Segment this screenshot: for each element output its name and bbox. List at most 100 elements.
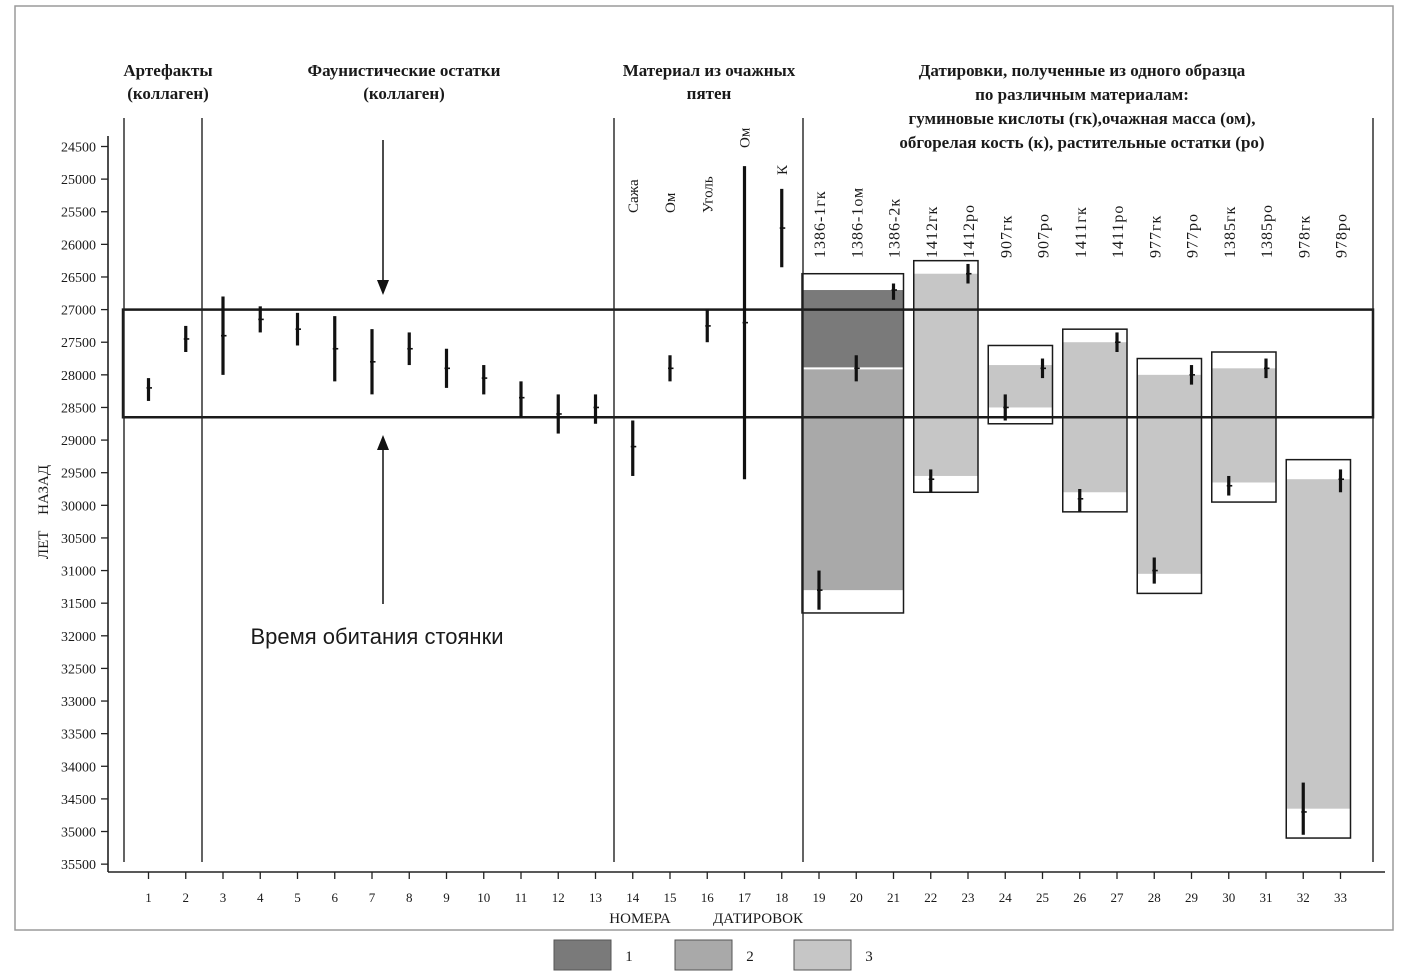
sample-label-29: 977ро bbox=[1185, 213, 1202, 258]
group-box-5 bbox=[1136, 357, 1203, 595]
legend-label-2: 2 bbox=[746, 949, 754, 965]
y-tick-label: 33500 bbox=[61, 728, 96, 743]
sample-label-23: 1412ро bbox=[961, 204, 978, 258]
y-tick-label: 27000 bbox=[61, 304, 96, 319]
y-tick-label: 29000 bbox=[61, 434, 96, 449]
y-tick-label: 30500 bbox=[61, 532, 96, 547]
legend-label-1: 1 bbox=[625, 949, 633, 965]
header-single-line-1: Датировки, полученные из одного образца bbox=[919, 61, 1246, 80]
chart-text: 24500 25000 25500 26000 26500 27000 27500 28000… bbox=[36, 61, 1351, 927]
x-tick-label: 12 bbox=[552, 890, 565, 905]
legend-swatch-1 bbox=[553, 939, 612, 971]
hearth-label-17: Ом bbox=[738, 127, 754, 148]
header-fauna-line-2: (коллаген) bbox=[363, 84, 445, 103]
header-fauna-line-1: Фаунистические остатки bbox=[308, 61, 501, 80]
x-tick-label: 21 bbox=[887, 890, 900, 905]
sample-label-20: 1386-1ом bbox=[849, 187, 866, 258]
x-tick-label: 17 bbox=[738, 890, 752, 905]
y-tick-label: 35000 bbox=[61, 826, 96, 841]
legend: 1 2 3 bbox=[553, 939, 873, 971]
axes bbox=[101, 136, 1385, 879]
sample-label-26: 1411гк bbox=[1073, 206, 1090, 258]
arrow-down-head bbox=[377, 280, 389, 295]
date-marks bbox=[146, 140, 1344, 835]
group-fill-5-1 bbox=[1137, 374, 1202, 574]
y-tick-label: 33000 bbox=[61, 695, 96, 710]
group-box-6 bbox=[1211, 351, 1277, 503]
x-tick-label: 18 bbox=[775, 890, 788, 905]
group-fill-1-1 bbox=[802, 290, 904, 369]
x-tick-label: 27 bbox=[1111, 890, 1125, 905]
x-tick-label: 32 bbox=[1297, 890, 1310, 905]
x-tick-label: 28 bbox=[1148, 890, 1161, 905]
group-fill-6-1 bbox=[1211, 368, 1276, 483]
arrow-up-head bbox=[377, 435, 389, 450]
hearth-label-16: Уголь bbox=[700, 176, 716, 213]
x-tick-label: 10 bbox=[477, 890, 490, 905]
y-tick-label: 27500 bbox=[61, 336, 96, 351]
sample-label-21: 1386-2к bbox=[887, 198, 904, 258]
sample-label-28: 977гк bbox=[1147, 215, 1164, 258]
y-tick-label: 26500 bbox=[61, 271, 96, 286]
y-tick-label: 25500 bbox=[61, 206, 96, 221]
x-tick-label: 15 bbox=[664, 890, 677, 905]
header-artifacts-line-1: Артефакты bbox=[123, 61, 212, 80]
y-tick-label: 31000 bbox=[61, 565, 96, 580]
group-box-2 bbox=[913, 259, 979, 494]
y-tick-label: 34500 bbox=[61, 793, 96, 808]
x-tick-label: 31 bbox=[1260, 890, 1273, 905]
x-tick-label: 8 bbox=[406, 890, 413, 905]
y-tick-label: 32000 bbox=[61, 630, 96, 645]
sample-label-19: 1386-1гк bbox=[812, 190, 829, 258]
legend-swatch-2 bbox=[674, 939, 733, 971]
header-hearth-line-1: Материал из очажных bbox=[623, 61, 796, 80]
y-tick-label: 28000 bbox=[61, 369, 96, 384]
x-axis-label-2: ДАТИРОВОК bbox=[713, 911, 804, 927]
x-tick-label: 2 bbox=[183, 890, 190, 905]
section-dividers bbox=[123, 118, 1374, 862]
group-fills bbox=[802, 273, 1351, 809]
sample-label-31: 1385ро bbox=[1259, 204, 1276, 258]
x-tick-label: 26 bbox=[1073, 890, 1087, 905]
x-tick-label: 4 bbox=[257, 890, 264, 905]
sample-label-24: 907гк bbox=[998, 215, 1015, 258]
y-tick-label: 32500 bbox=[61, 662, 96, 677]
x-tick-label: 22 bbox=[924, 890, 937, 905]
header-single-line-2: по различным материалам: bbox=[975, 85, 1189, 104]
legend-label-3: 3 bbox=[865, 949, 873, 965]
sample-label-27: 1411ро bbox=[1110, 205, 1127, 258]
legend-swatch-3 bbox=[793, 939, 852, 971]
y-tick-label: 30000 bbox=[61, 499, 96, 514]
x-tick-label: 30 bbox=[1222, 890, 1235, 905]
y-tick-label: 31500 bbox=[61, 597, 96, 612]
x-tick-label: 3 bbox=[220, 890, 227, 905]
x-tick-label: 25 bbox=[1036, 890, 1049, 905]
group-box-4 bbox=[1062, 328, 1128, 513]
y-tick-label: 25000 bbox=[61, 173, 96, 188]
y-tick-label: 28500 bbox=[61, 401, 96, 416]
header-artifacts-line-2: (коллаген) bbox=[127, 84, 209, 103]
x-tick-label: 6 bbox=[332, 890, 339, 905]
header-single-line-3: гуминовые кислоты (гк),очажная масса (ом… bbox=[909, 109, 1256, 128]
group-box-3 bbox=[987, 344, 1054, 425]
sample-label-22: 1412гк bbox=[924, 206, 941, 258]
x-tick-label: 14 bbox=[626, 890, 640, 905]
x-tick-label: 20 bbox=[850, 890, 863, 905]
header-single-line-4: обгорелая кость (к), растительные остатк… bbox=[899, 133, 1264, 152]
sample-label-32: 978гк bbox=[1296, 215, 1313, 258]
x-tick-label: 16 bbox=[701, 890, 715, 905]
y-tick-label: 35500 bbox=[61, 858, 96, 873]
hearth-label-14: Сажа bbox=[626, 179, 642, 213]
group-fill-7-1 bbox=[1286, 479, 1351, 809]
group-fill-1-2 bbox=[802, 368, 904, 591]
x-axis-label-1: НОМЕРА bbox=[609, 911, 671, 927]
sample-label-30: 1385гк bbox=[1222, 206, 1239, 258]
group-box-7 bbox=[1285, 458, 1352, 839]
x-tick-label: 29 bbox=[1185, 890, 1198, 905]
x-tick-label: 5 bbox=[294, 890, 301, 905]
header-hearth-line-2: пятен bbox=[687, 84, 732, 103]
group-fill-2-1 bbox=[913, 273, 978, 476]
y-tick-label: 29500 bbox=[61, 467, 96, 482]
x-tick-label: 24 bbox=[999, 890, 1013, 905]
